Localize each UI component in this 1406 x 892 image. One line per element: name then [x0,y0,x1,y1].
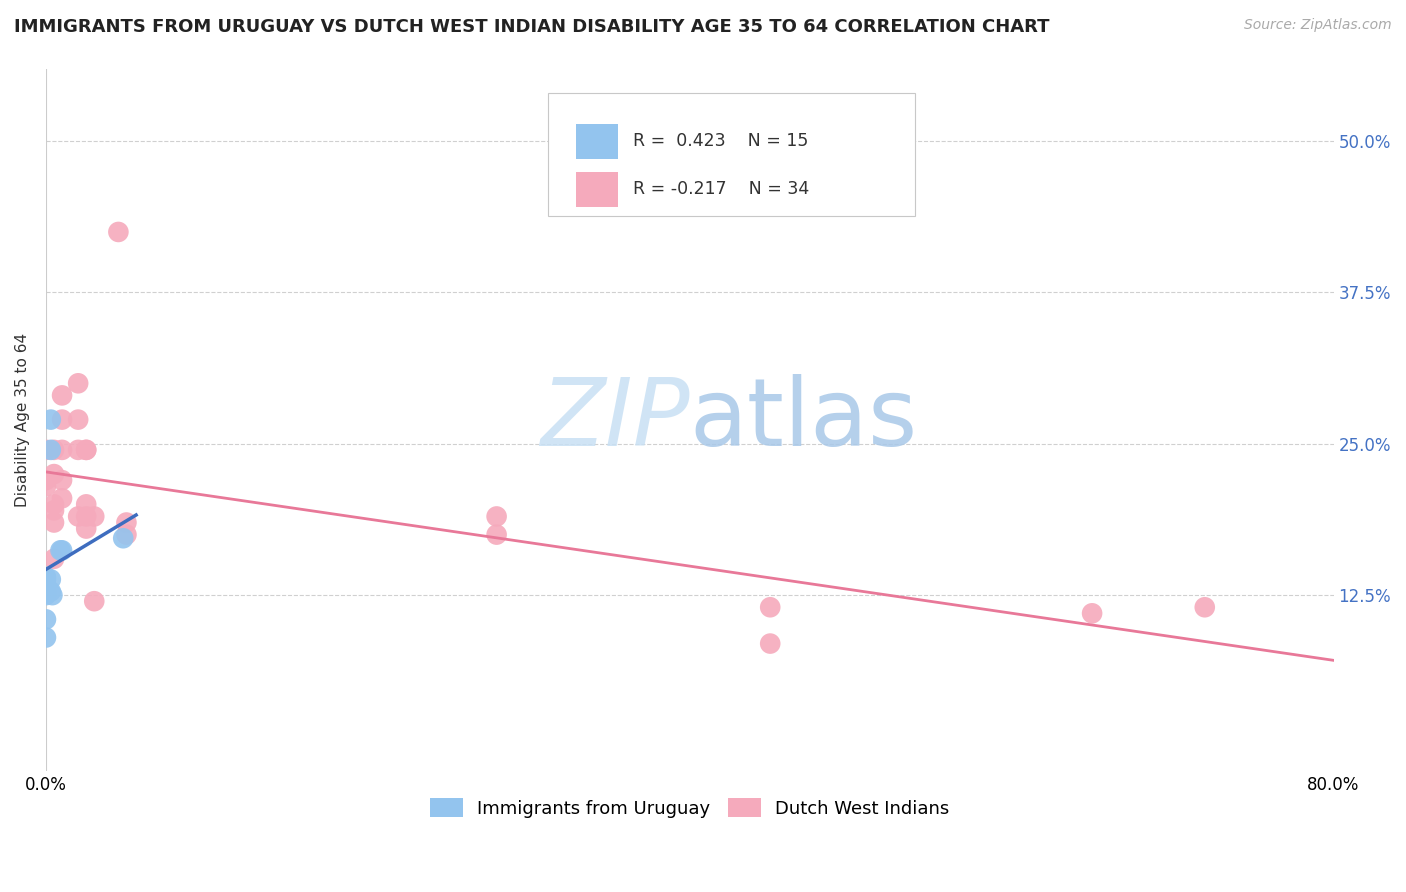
Point [51,543,73,558]
Point [759,636,782,650]
Point [42,442,65,457]
FancyBboxPatch shape [548,93,915,216]
Text: ZIP: ZIP [540,374,690,465]
Point [35,570,58,584]
Point [67,442,90,457]
Text: Source: ZipAtlas.com: Source: ZipAtlas.com [1244,18,1392,32]
Point [49,543,72,558]
Point [67,376,90,391]
Point [35,442,58,457]
FancyBboxPatch shape [576,124,617,159]
Point [39,573,62,587]
Point [42,467,65,481]
Point [42,516,65,530]
Y-axis label: Disability Age 35 to 64: Disability Age 35 to 64 [15,333,30,507]
Point [35,588,58,602]
Point [42,503,65,517]
Point [39,412,62,426]
Point [75,509,97,524]
Text: R =  0.423    N = 15: R = 0.423 N = 15 [633,133,808,151]
Point [51,388,73,402]
Point [51,412,73,426]
Point [35,578,58,592]
Point [35,473,58,487]
Point [39,442,62,457]
Point [1081,607,1104,621]
Point [35,631,58,645]
Point [485,527,508,541]
Point [1194,600,1216,615]
Point [115,516,138,530]
Point [115,527,138,541]
Point [67,509,90,524]
Point [51,491,73,506]
Text: R = -0.217    N = 34: R = -0.217 N = 34 [633,180,810,198]
Point [41,588,63,602]
Point [83,594,105,608]
Point [35,584,58,599]
Point [83,509,105,524]
Legend: Immigrants from Uruguay, Dutch West Indians: Immigrants from Uruguay, Dutch West Indi… [423,791,956,825]
Point [112,531,135,545]
Point [107,225,129,239]
Point [759,600,782,615]
Text: IMMIGRANTS FROM URUGUAY VS DUTCH WEST INDIAN DISABILITY AGE 35 TO 64 CORRELATION: IMMIGRANTS FROM URUGUAY VS DUTCH WEST IN… [14,18,1049,36]
Text: atlas: atlas [690,374,918,466]
Point [67,412,90,426]
Point [51,442,73,457]
Point [35,573,58,587]
Point [485,509,508,524]
Point [75,442,97,457]
Point [51,473,73,487]
Point [42,497,65,511]
Point [35,479,58,493]
Point [75,497,97,511]
FancyBboxPatch shape [576,172,617,207]
Point [75,442,97,457]
Point [35,612,58,626]
Point [39,584,62,599]
Point [75,522,97,536]
Point [42,551,65,566]
